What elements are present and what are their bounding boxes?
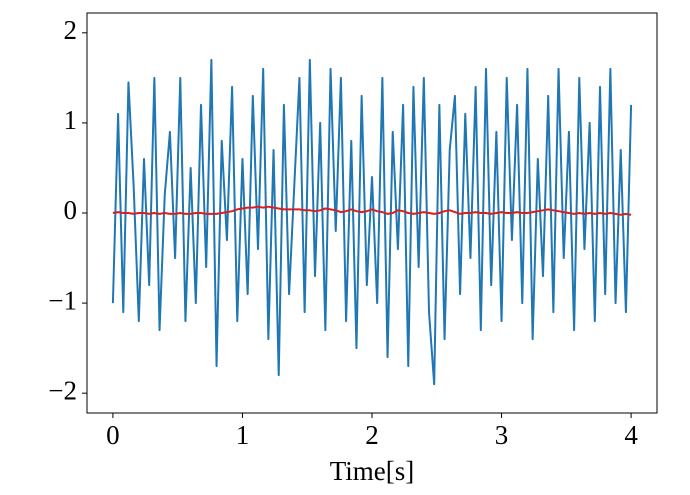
y-tick-label: −1 [48,285,77,315]
y-tick-label: 1 [64,105,78,135]
y-tick-label: −2 [48,375,77,405]
plot-frame [86,12,658,414]
x-tick-label: 0 [106,420,120,450]
x-tick-label: 1 [236,420,250,450]
data-line [112,205,632,216]
data-line [111,58,633,386]
x-axis-label: Time[s] [330,456,415,486]
x-tick-label: 2 [365,420,379,450]
y-tick-label: 0 [64,195,78,225]
x-tick-label: 3 [495,420,509,450]
x-tick-label: 4 [624,420,638,450]
y-tick-label: 2 [64,15,78,45]
